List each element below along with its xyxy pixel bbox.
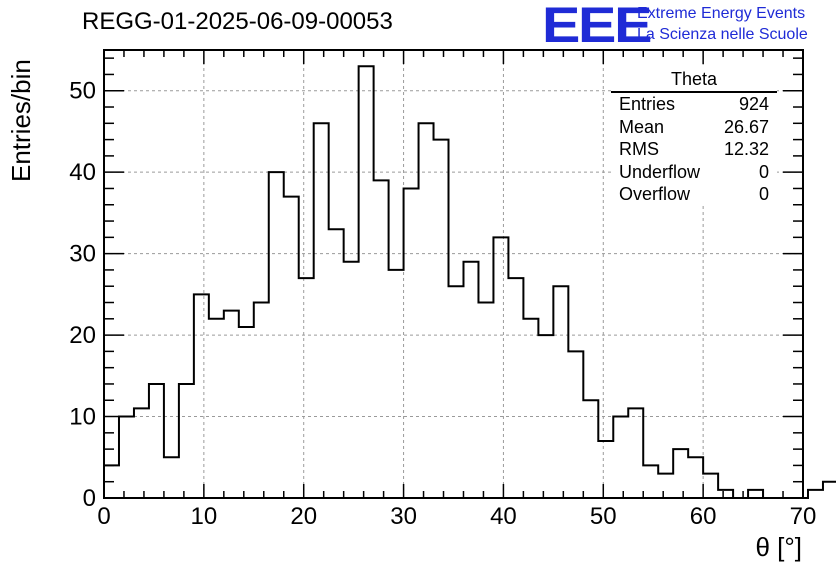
axis-tick-labels: 0 10 20 30 40 50 60 70 0 10 20 30 40 50 <box>69 78 816 530</box>
stats-value: 26.67 <box>723 117 769 137</box>
stats-row-rms: RMS 12.32 <box>619 138 769 160</box>
x-tick-label: 50 <box>590 503 617 530</box>
stats-label: Overflow <box>619 184 691 204</box>
histogram-series <box>103 65 836 499</box>
stats-row-underflow: Underflow 0 <box>619 161 769 183</box>
stats-label: Entries <box>619 94 676 114</box>
y-tick-label: 10 <box>69 404 96 431</box>
x-axis-label: θ [°] <box>755 532 802 562</box>
stats-label: Mean <box>619 117 665 137</box>
x-tick-label: 30 <box>390 503 417 530</box>
x-tick-label: 40 <box>490 503 517 530</box>
run-title: REGG-01-2025-06-09-00053 <box>82 8 393 35</box>
stats-value: 924 <box>738 94 769 114</box>
logo-caption-line1: Extreme Energy Events <box>637 5 806 22</box>
x-tick-label: 10 <box>191 503 218 530</box>
stats-row-entries: Entries 924 <box>619 93 769 115</box>
plot-frame <box>103 49 804 499</box>
stats-value: 0 <box>758 162 769 182</box>
y-tick-label: 20 <box>69 322 96 349</box>
stats-label: RMS <box>619 139 659 159</box>
stats-value: 12.32 <box>723 139 769 159</box>
y-tick-label: 30 <box>69 241 96 268</box>
y-tick-label: 50 <box>69 78 96 105</box>
stats-row-overflow: Overflow 0 <box>619 183 769 205</box>
y-tick-label: 40 <box>69 159 96 186</box>
axis-ticks <box>103 50 804 499</box>
stats-value: 0 <box>758 184 769 204</box>
stats-title: Theta <box>611 69 777 93</box>
stats-box: Theta Entries 924 Mean 26.67 RMS 12.32 U… <box>611 66 777 206</box>
stats-label: Underflow <box>619 162 701 182</box>
y-tick-label: 0 <box>83 485 96 512</box>
x-tick-label: 20 <box>290 503 317 530</box>
x-tick-label: 0 <box>97 503 110 530</box>
y-axis-label: Entries/bin <box>6 59 36 182</box>
logo-caption: Extreme Energy Events La Scienza nelle S… <box>637 3 808 45</box>
stats-row-mean: Mean 26.67 <box>619 116 769 138</box>
x-tick-label: 60 <box>690 503 717 530</box>
x-tick-label: 70 <box>790 503 817 530</box>
logo-caption-line2: La Scienza nelle Scuole <box>637 26 808 43</box>
eee-logo: EEE <box>542 0 652 53</box>
